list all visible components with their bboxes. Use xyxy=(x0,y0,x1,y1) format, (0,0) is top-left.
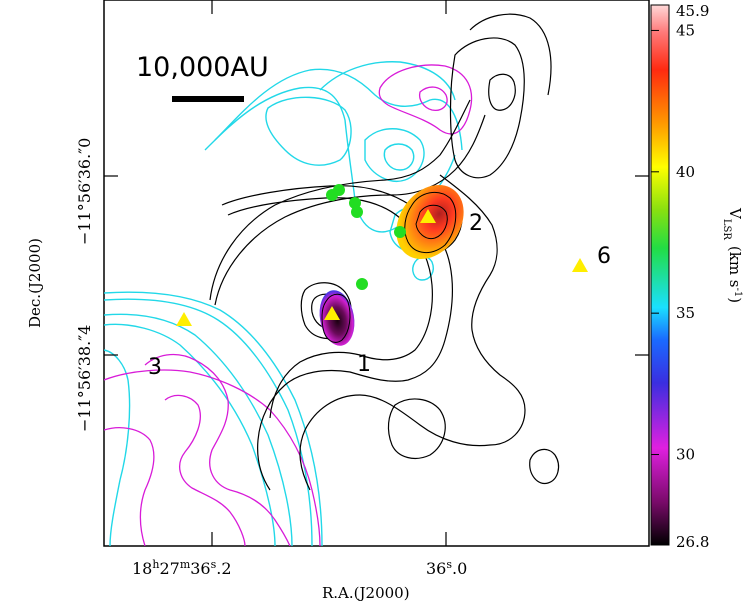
colorbar-tick-label: 30 xyxy=(676,446,695,464)
plot-frame xyxy=(103,0,650,547)
magenta-contours xyxy=(104,64,473,546)
axis-ticks xyxy=(104,0,649,546)
source-3-triangle-icon xyxy=(176,312,192,326)
colorbar-tick-label: 45 xyxy=(676,21,695,39)
colorbar-title: VLSR(km s-1) xyxy=(722,207,745,303)
source-1-triangle-icon xyxy=(324,306,340,320)
source-2-triangle-icon xyxy=(420,209,436,223)
source-label-1: 1 xyxy=(357,352,371,377)
colorbar-max-label: 45.9 xyxy=(676,2,709,20)
x-tick-label-1: 18h27m36s.2 xyxy=(132,558,232,579)
colorbar xyxy=(650,4,670,546)
source-1-contour-overlay xyxy=(321,293,351,343)
green-dot xyxy=(349,197,361,209)
y-tick-label-2: −11°56′38.″4 xyxy=(75,325,94,432)
x-axis-title: R.A.(J2000) xyxy=(322,584,410,602)
scale-bar-label: 10,000AU xyxy=(136,52,269,83)
triangle-markers xyxy=(176,209,588,326)
colorbar-min-label: 26.8 xyxy=(676,533,709,551)
green-dot xyxy=(356,278,368,290)
y-tick-label-1: −11°56′36.″0 xyxy=(75,138,94,245)
colorbar-ticks: 30 35 40 45 xyxy=(651,21,695,464)
source-label-2: 2 xyxy=(469,211,483,236)
source-label-6: 6 xyxy=(597,244,611,269)
source-6-triangle-icon xyxy=(572,258,588,272)
scale-bar xyxy=(172,96,244,102)
x-tick-label-2: 36s.0 xyxy=(426,558,467,579)
green-dot xyxy=(394,226,406,238)
source-label-3: 3 xyxy=(148,355,162,380)
green-dot xyxy=(333,184,345,196)
y-axis-title: Dec.(J2000) xyxy=(26,238,44,328)
green-dot-markers xyxy=(326,184,406,290)
colorbar-tick-label: 40 xyxy=(676,163,695,181)
map-layers xyxy=(104,13,588,546)
colorbar-tick-label: 35 xyxy=(676,304,695,322)
green-dot xyxy=(351,206,363,218)
